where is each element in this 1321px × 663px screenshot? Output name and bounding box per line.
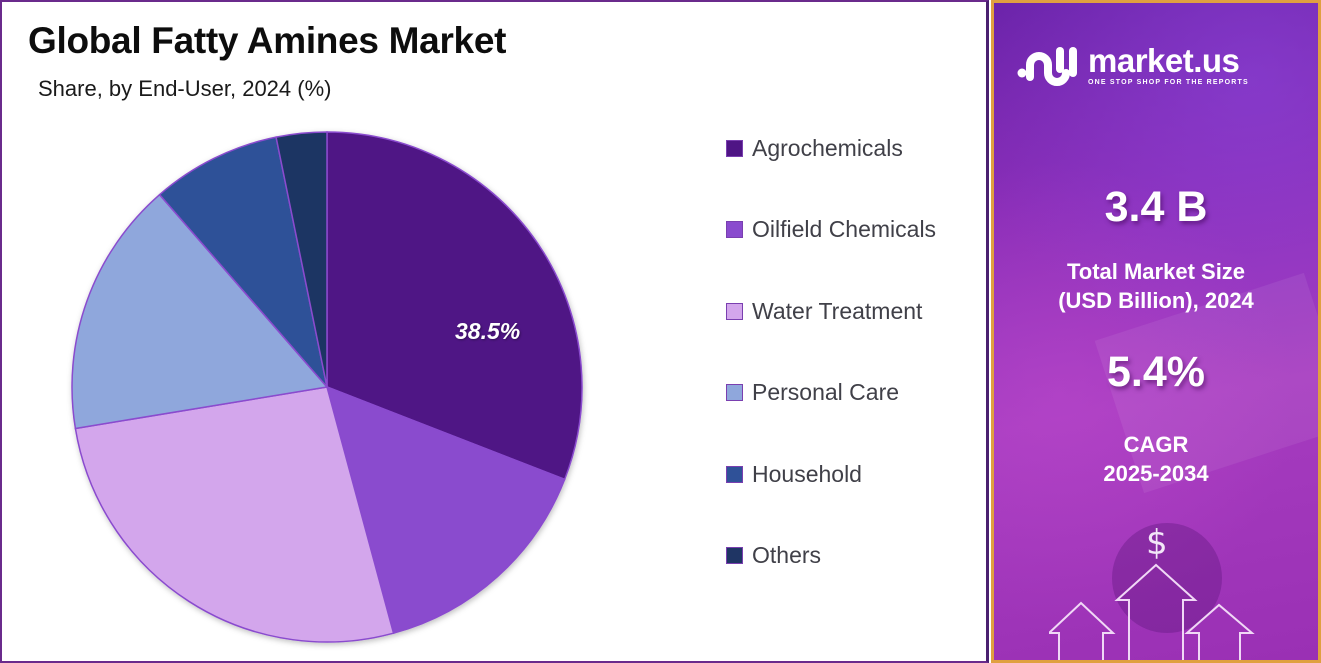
chart-subtitle: Share, by End-User, 2024 (%) <box>38 76 332 101</box>
legend-swatch <box>726 139 743 157</box>
market-size-value: 3.4 B <box>1104 183 1208 231</box>
pie-slice-household <box>158 136 329 390</box>
dollar-icon: $ <box>1146 523 1168 563</box>
legend-swatch <box>726 547 743 564</box>
pie-slice-agrochemicals <box>326 131 583 481</box>
brand-name: market.us <box>1088 41 1240 79</box>
pie-data-label-agrochemicals: 38.5% <box>455 318 521 344</box>
pie-slice-others <box>275 131 328 388</box>
pie-chart-svg <box>71 131 583 643</box>
legend-label: Agrochemicals <box>752 134 903 161</box>
pie-slice-personal-care <box>71 193 329 430</box>
legend-swatch <box>726 221 743 238</box>
brand-tagline: ONE STOP SHOP FOR THE REPORTS <box>1088 78 1249 86</box>
brand-logo: market.us ONE STOP SHOP FOR THE REPORTS <box>1016 43 1249 87</box>
pie-slice-oilfield-chemicals <box>325 385 566 635</box>
market-size-caption: Total Market Size (USD Billion), 2024 <box>994 257 1318 315</box>
pie-slice-water-treatment <box>74 386 395 643</box>
legend-label: Household <box>752 460 862 487</box>
legend-item-personal-care: Personal Care <box>726 375 936 411</box>
market-us-logo-icon <box>1017 47 1077 86</box>
cagr-value: 5.4% <box>1106 348 1205 396</box>
legend-item-oilfield-chemicals: Oilfield Chemicals <box>726 212 936 248</box>
cagr-stat: 5.4% <box>994 348 1318 397</box>
chart-panel: Global Fatty Amines Market Share, by End… <box>0 0 989 663</box>
cagr-caption: CAGR 2025-2034 <box>994 430 1318 488</box>
growth-arrows-icon <box>1049 563 1255 660</box>
chart-title: Global Fatty Amines Market <box>28 20 507 61</box>
legend-swatch <box>726 384 743 401</box>
legend-item-water-treatment: Water Treatment <box>726 293 936 329</box>
legend-label: Oilfield Chemicals <box>752 216 937 242</box>
cagr-caption-line2: 2025-2034 <box>1103 461 1209 486</box>
legend-item-household: Household <box>726 456 936 492</box>
market-size-stat: 3.4 B <box>994 183 1318 232</box>
legend-swatch <box>726 465 743 483</box>
legend-label: Personal Care <box>752 379 900 405</box>
legend-item-agrochemicals: Agrochemicals <box>726 130 936 166</box>
legend-label: Others <box>752 542 822 568</box>
legend-label: Water Treatment <box>752 297 923 324</box>
legend-swatch <box>726 302 743 320</box>
pie-chart: 38.5% <box>62 122 602 652</box>
summary-sidebar: market.us ONE STOP SHOP FOR THE REPORTS … <box>991 0 1321 663</box>
background-coin-decoration <box>1112 523 1222 633</box>
cagr-caption-line1: CAGR <box>1123 432 1189 457</box>
chart-legend: Agrochemicals Oilfield Chemicals Water T… <box>726 130 936 619</box>
legend-item-others: Others <box>726 538 936 574</box>
market-size-caption-line2: (USD Billion), 2024 <box>1058 288 1254 313</box>
market-size-caption-line1: Total Market Size <box>1066 259 1246 284</box>
